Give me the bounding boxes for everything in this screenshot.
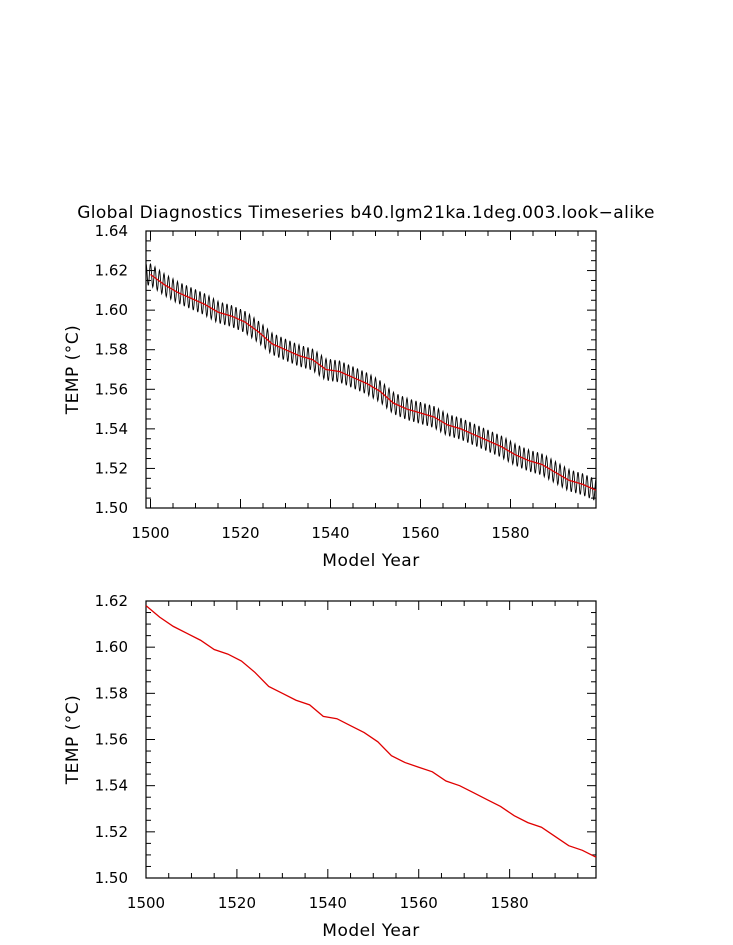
y-tick-label: 1.52 — [95, 823, 128, 841]
monthly-series-line — [145, 263, 597, 501]
top-panel: 1500 1520 1540 1560 1580 1.50 1.52 1.54 1.56 1.58… — [63, 222, 597, 571]
y-tick-label: 1.60 — [95, 638, 128, 656]
x-tick-label: 1580 — [491, 524, 529, 542]
annual-mean-line — [145, 605, 597, 858]
x-tick-label: 1580 — [491, 894, 529, 912]
y-tick-label: 1.64 — [95, 222, 128, 240]
x-tick-label: 1560 — [400, 894, 438, 912]
y-tick-label: 1.56 — [95, 380, 128, 398]
y-tick-label: 1.52 — [95, 459, 128, 477]
x-tick-label: 1520 — [218, 894, 256, 912]
x-tick-label: 1540 — [309, 894, 347, 912]
plot-frame — [145, 230, 597, 509]
y-tick-label: 1.54 — [95, 777, 128, 795]
y-tick-label: 1.50 — [95, 869, 128, 887]
y-axis-title: TEMP (°C) — [63, 325, 83, 416]
figure-title: Global Diagnostics Timeseries b40.lgm21k… — [77, 203, 655, 223]
plot-frame — [145, 600, 597, 879]
x-tick-label: 1560 — [401, 524, 439, 542]
y-tick-label: 1.62 — [95, 262, 128, 280]
x-tick-label: 1500 — [131, 524, 169, 542]
y-tick-label: 1.56 — [95, 731, 128, 749]
x-axis-title: Model Year — [322, 921, 419, 941]
x-axis-title: Model Year — [322, 551, 419, 571]
annual-mean-line — [150, 274, 597, 491]
y-tick-label: 1.58 — [95, 684, 128, 702]
x-tick-label: 1540 — [311, 524, 349, 542]
y-axis-title: TEMP (°C) — [63, 695, 83, 786]
y-tick-label: 1.60 — [95, 301, 128, 319]
y-tick-label: 1.54 — [95, 420, 128, 438]
x-tick-label: 1500 — [127, 894, 165, 912]
y-tick-label: 1.58 — [95, 341, 128, 359]
y-tick-label: 1.62 — [95, 592, 128, 610]
x-tick-label: 1520 — [221, 524, 259, 542]
y-tick-label: 1.50 — [95, 499, 128, 517]
bottom-panel: 1500 1520 1540 1560 1580 1.50 1.52 1.54 1.56 1.58… — [63, 592, 597, 941]
